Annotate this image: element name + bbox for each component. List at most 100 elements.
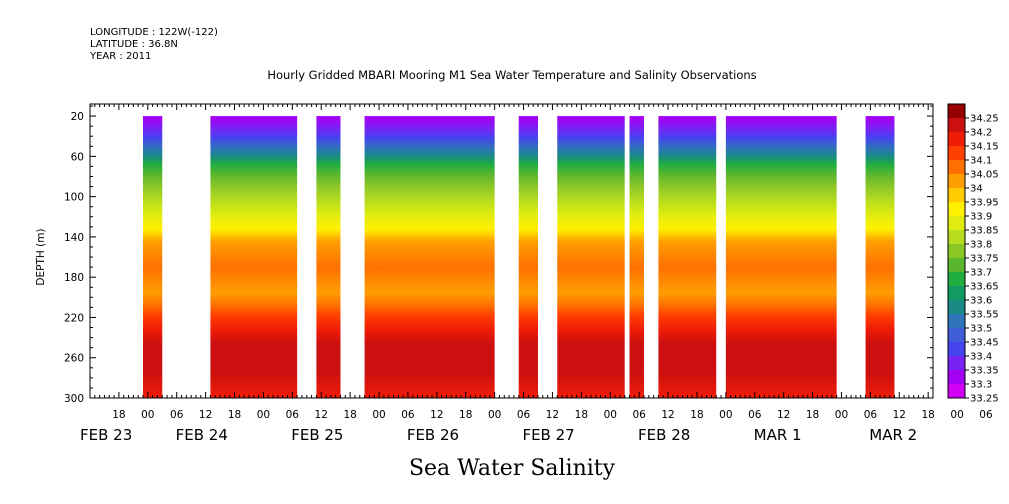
x-hour-label: 18	[459, 409, 472, 421]
x-hour-label: 00	[372, 409, 385, 421]
legend-label: 33.8	[970, 240, 992, 251]
x-hour-label: 00	[257, 409, 270, 421]
x-hour-label: 12	[546, 409, 559, 421]
data-segment-7	[629, 116, 644, 399]
legend-swatch	[948, 202, 965, 216]
data-segment-9	[725, 116, 837, 399]
longitude-label: LONGITUDE : 122W(-122)	[90, 27, 218, 38]
data-segment-4	[364, 116, 495, 399]
chart-title: Hourly Gridded MBARI Mooring M1 Sea Wate…	[267, 68, 756, 82]
x-day-label: FEB 26	[407, 426, 459, 444]
axes: 20 60 100 140 180 220 260 300 18 00 06 12 18 00 06 12 18…	[64, 104, 1009, 444]
x-hour-label: 18	[575, 409, 588, 421]
x-hour-label: 18	[112, 409, 125, 421]
x-hour-label: 12	[893, 409, 906, 421]
y-tick-label: 20	[71, 111, 84, 123]
x-hour-label: 18	[228, 409, 241, 421]
legend-swatch	[948, 258, 965, 272]
legend-swatch	[948, 328, 965, 342]
legend-label: 33.9	[970, 212, 992, 223]
legend-swatch	[948, 384, 965, 398]
x-hour-label: 00	[950, 409, 963, 421]
legend-label: 33.4	[970, 352, 992, 363]
legend-swatch	[948, 370, 965, 384]
x-hour-label: 00	[488, 409, 501, 421]
legend-label: 33.75	[970, 254, 999, 265]
legend-label: 33.45	[970, 338, 999, 349]
legend-label: 33.3	[970, 380, 992, 391]
plot-frame	[89, 103, 934, 399]
y-tick-label: 220	[64, 312, 84, 324]
x-hour-label: 06	[517, 409, 531, 421]
data-segment-5	[518, 116, 538, 399]
x-hour-label: 12	[199, 409, 212, 421]
x-hour-label: 00	[835, 409, 848, 421]
legend-label: 34	[970, 184, 983, 195]
y-tick-label: 300	[64, 393, 84, 405]
y-tick-label: 60	[71, 151, 84, 163]
legend-swatch	[948, 160, 965, 174]
data-segment-6	[557, 116, 625, 399]
x-hour-label: 06	[864, 409, 878, 421]
legend-label: 33.6	[970, 296, 992, 307]
legend-swatch	[948, 118, 965, 132]
footer-label: Sea Water Salinity	[409, 456, 616, 481]
legend-swatch	[948, 300, 965, 314]
x-hour-label: 12	[315, 409, 328, 421]
legend-label: 33.7	[970, 268, 992, 279]
legend-label: 33.35	[970, 366, 999, 377]
legend-label: 33.25	[970, 394, 999, 405]
x-day-label: FEB 28	[638, 426, 690, 444]
legend-label: 33.85	[970, 226, 999, 237]
legend-label: 34.05	[970, 170, 999, 181]
legend-label: 33.5	[970, 324, 992, 335]
data-segments	[142, 116, 895, 399]
x-day-label: MAR 2	[869, 426, 917, 444]
legend-swatch	[948, 104, 965, 118]
legend-swatch	[948, 286, 965, 300]
data-segment-10	[865, 116, 895, 399]
x-hour-label: 06	[748, 409, 762, 421]
y-tick-label: 180	[64, 272, 84, 284]
x-hour-label: 06	[979, 409, 993, 421]
x-day-label: FEB 23	[80, 426, 132, 444]
x-hour-label: 18	[921, 409, 934, 421]
legend-swatch	[948, 244, 965, 258]
x-hour-label: 06	[401, 409, 415, 421]
x-day-label: FEB 25	[291, 426, 343, 444]
legend-label: 33.55	[970, 310, 999, 321]
legend-swatch	[948, 356, 965, 370]
x-day-label: FEB 24	[176, 426, 228, 444]
x-hour-label: 12	[661, 409, 674, 421]
legend-swatch	[948, 132, 965, 146]
legend-label: 34.15	[970, 142, 999, 153]
legend-swatch	[948, 272, 965, 286]
x-hour-label: 00	[719, 409, 732, 421]
legend-swatch	[948, 188, 965, 202]
legend-label: 34.1	[970, 156, 992, 167]
latitude-label: LATITUDE : 36.8N	[90, 39, 178, 50]
x-hour-label: 18	[343, 409, 356, 421]
x-day-label: MAR 1	[754, 426, 802, 444]
color-legend: 33.25 33.3 33.35 33.4 33.45 33.5 33.55 33.6 33.6…	[947, 103, 999, 405]
x-hour-label: 12	[430, 409, 443, 421]
legend-frame	[947, 103, 966, 399]
x-hour-label: 06	[170, 409, 184, 421]
x-hour-label: 06	[632, 409, 646, 421]
x-hour-label: 06	[286, 409, 300, 421]
y-tick-label: 100	[64, 192, 84, 204]
y-tick-label: 260	[64, 353, 84, 365]
x-hour-label: 12	[777, 409, 790, 421]
legend-swatch	[948, 146, 965, 160]
legend-label: 33.95	[970, 198, 999, 209]
legend-label: 33.65	[970, 282, 999, 293]
legend-label: 34.25	[970, 114, 999, 125]
data-segment-1	[142, 116, 163, 399]
y-tick-label: 140	[64, 232, 84, 244]
legend-swatch	[948, 230, 965, 244]
x-hour-label: 00	[141, 409, 154, 421]
data-segment-2	[210, 116, 298, 399]
x-hour-label: 18	[690, 409, 703, 421]
data-segment-3	[316, 116, 341, 399]
legend-label: 34.2	[970, 128, 992, 139]
